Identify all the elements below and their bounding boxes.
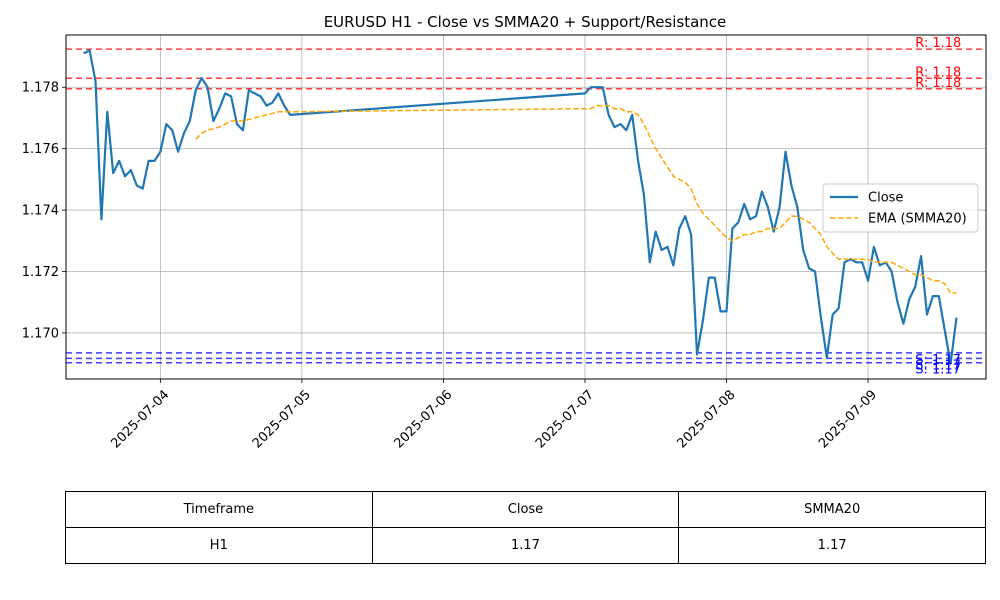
y-tick-label: 1.178 bbox=[22, 81, 59, 96]
x-tick-label: 2025-07-09 bbox=[816, 387, 880, 451]
resistance-label: R: 1.18 bbox=[915, 65, 961, 80]
x-tick-label: 2025-07-04 bbox=[108, 387, 172, 451]
x-tick-label: 2025-07-07 bbox=[533, 387, 597, 451]
summary-table: Timeframe Close SMMA20 H1 1.17 1.17 bbox=[65, 491, 986, 564]
table-row: H1 1.17 1.17 bbox=[65, 527, 986, 564]
level-labels: R: 1.18R: 1.18R: 1.18S: 1.17S: 1.17S: 1.… bbox=[915, 36, 961, 378]
legend: Close EMA (SMMA20) bbox=[822, 183, 979, 233]
support-label: S: 1.17 bbox=[915, 353, 961, 368]
table-header-row: Timeframe Close SMMA20 bbox=[65, 491, 986, 528]
series-group bbox=[83, 49, 958, 365]
y-tick-label: 1.174 bbox=[22, 204, 59, 219]
plot-frame bbox=[65, 34, 987, 380]
chart: EURUSD H1 - Close vs SMMA20 + Support/Re… bbox=[22, 13, 987, 452]
support-label: S: 1.17 bbox=[915, 358, 961, 373]
table-header-cell: SMMA20 bbox=[678, 491, 986, 528]
table-header-cell: Close bbox=[371, 491, 680, 528]
chart-title: EURUSD H1 - Close vs SMMA20 + Support/Re… bbox=[324, 13, 727, 31]
x-tick-label: 2025-07-08 bbox=[675, 387, 739, 451]
axis-ticks: 2025-07-04 2025-07-05 2025-07-06 2025-07-07… bbox=[22, 81, 880, 452]
legend-box bbox=[822, 183, 979, 233]
legend-label: Close bbox=[868, 191, 903, 206]
table-cell: 1.17 bbox=[371, 527, 680, 564]
x-tick-label: 2025-07-05 bbox=[250, 387, 314, 451]
table-header-cell: Timeframe bbox=[65, 491, 373, 528]
support-label: S: 1.17 bbox=[915, 363, 961, 378]
table-cell: H1 bbox=[65, 527, 373, 564]
support-resistance-levels bbox=[66, 48, 986, 364]
legend-label: EMA (SMMA20) bbox=[868, 212, 967, 227]
smma20-series-line bbox=[195, 104, 957, 294]
resistance-label: R: 1.18 bbox=[915, 36, 961, 51]
y-tick-label: 1.172 bbox=[22, 265, 59, 280]
close-series-line bbox=[83, 49, 958, 365]
y-tick-label: 1.176 bbox=[22, 142, 59, 157]
resistance-label: R: 1.18 bbox=[915, 76, 961, 91]
x-tick-label: 2025-07-06 bbox=[391, 387, 455, 451]
table-cell: 1.17 bbox=[678, 527, 986, 564]
y-tick-label: 1.170 bbox=[22, 326, 59, 341]
